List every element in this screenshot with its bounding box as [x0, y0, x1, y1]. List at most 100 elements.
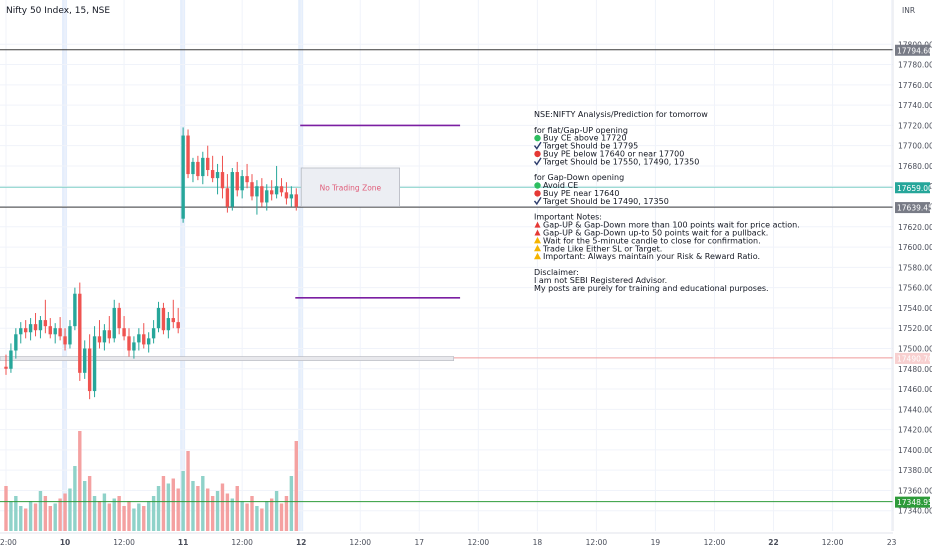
- candle-body-53: [265, 190, 269, 203]
- candle-body-41: [206, 157, 210, 171]
- price-tag-bg-4: [895, 496, 930, 508]
- price-tick-0: 17340.00: [898, 507, 932, 516]
- volume-bar-41: [206, 488, 210, 531]
- candle-body-36: [181, 135, 185, 219]
- annotation-line-5: Buy PE below 17640 or near 17700: [543, 150, 684, 159]
- volume-bar-2: [14, 496, 18, 531]
- price-tick-18: 17700.00: [898, 142, 932, 151]
- volume-bar-15: [78, 431, 82, 531]
- volume-bar-21: [107, 503, 112, 531]
- volume-bar-55: [274, 491, 279, 531]
- warning-icon: [534, 252, 541, 260]
- annotation-line-4: Target Should be 17795: [542, 142, 638, 151]
- volume-bar-20: [102, 493, 107, 531]
- volume-bar-28: [142, 506, 146, 531]
- candle-body-28: [142, 334, 146, 345]
- zone-label: No Trading Zone: [320, 183, 382, 192]
- candle-body-42: [210, 170, 215, 179]
- volume-bar-34: [171, 478, 175, 531]
- candle-body-3: [19, 328, 23, 335]
- volume-bar-11: [58, 498, 62, 531]
- volume-bar-52: [260, 508, 264, 531]
- time-tick-0: 12:00: [0, 538, 17, 547]
- annotation-line-10: Buy PE near 17640: [543, 189, 619, 198]
- annotation-line-3: Buy CE above 17720: [543, 134, 627, 143]
- candle-body-1: [9, 350, 13, 369]
- time-tick-11: 19: [651, 538, 661, 547]
- volume-bar-17: [87, 476, 92, 531]
- candle-body-49: [245, 176, 249, 183]
- annotation-line-18: Important: Always maintain your Risk & R…: [543, 252, 760, 261]
- volume-bar-6: [33, 503, 38, 531]
- red-triangle-icon: [534, 221, 541, 228]
- volume-bar-50: [250, 496, 254, 531]
- candle-body-38: [191, 161, 195, 175]
- no-trading-zone: No Trading Zone: [300, 167, 401, 207]
- candle-body-7: [38, 320, 43, 331]
- volume-bar-39: [196, 486, 200, 531]
- volume-bar-3: [19, 506, 23, 531]
- annotation-line-15: Gap-UP & Gap-Down up-to 50 points wait f…: [543, 229, 768, 238]
- candle-body-40: [201, 157, 205, 177]
- time-tick-10: 12:00: [586, 538, 608, 547]
- candle-body-4: [23, 328, 28, 333]
- candle-body-5: [28, 324, 33, 333]
- volume-bar-37: [186, 451, 190, 531]
- volume-bar-7: [38, 491, 43, 531]
- time-tick-3: 11: [178, 538, 188, 547]
- annotation-line-8: for Gap-Down opening: [534, 173, 624, 182]
- volume-bar-12: [63, 493, 67, 531]
- price-tick-12: 17580.00: [898, 263, 932, 272]
- candles: [4, 127, 298, 400]
- volume-bar-10: [53, 503, 57, 531]
- annotation-line-11: Target Should be 17490, 17350: [542, 197, 669, 206]
- grid: [0, 0, 893, 531]
- price-tag-bg-1: [895, 182, 930, 194]
- annotation-line-14: Gap-UP & Gap-Down more than 100 points w…: [543, 221, 800, 230]
- currency-label[interactable]: INR: [902, 6, 915, 15]
- volume-bar-13: [68, 488, 72, 531]
- horizontal-lines: [0, 49, 893, 503]
- check-icon: [533, 157, 542, 166]
- time-tick-14: 12:00: [822, 538, 844, 547]
- price-tag-bg-0: [895, 44, 930, 56]
- candle-body-35: [176, 322, 180, 329]
- volume-bar-45: [225, 493, 230, 531]
- volume-bar-59: [294, 441, 298, 531]
- price-tag-bg-2: [895, 202, 930, 214]
- volume-bar-8: [43, 496, 48, 531]
- support-band: [0, 356, 455, 361]
- price-tick-4: 17420.00: [898, 426, 932, 435]
- candle-body-31: [156, 307, 161, 329]
- volume-bar-42: [210, 496, 215, 531]
- green-circle-icon: [534, 182, 541, 189]
- volume-bar-56: [279, 503, 284, 531]
- price-tag-3: 17490.70: [897, 354, 932, 363]
- green-circle-icon: [534, 134, 541, 142]
- candle-body-22: [112, 307, 116, 339]
- annotation-line-2: for flat/Gap-UP opening: [534, 126, 628, 135]
- volume-bar-0: [4, 486, 8, 531]
- candle-body-48: [240, 176, 244, 191]
- candle-body-37: [186, 135, 190, 175]
- annotation-line-22: My posts are purely for training and edu…: [534, 284, 769, 293]
- candle-body-23: [117, 307, 121, 329]
- volume-bar-54: [269, 498, 274, 531]
- candle-body-54: [269, 190, 274, 195]
- annotation-line-20: Disclaimer:: [534, 268, 579, 277]
- candle-body-8: [43, 320, 48, 327]
- time-tick-8: 12:00: [468, 538, 490, 547]
- volume-bar-5: [28, 501, 33, 531]
- warning-icon: [534, 236, 541, 244]
- candle-body-33: [166, 318, 171, 331]
- candle-body-55: [274, 186, 279, 195]
- volume-bar-22: [112, 498, 116, 531]
- volume-bar-16: [83, 481, 87, 531]
- candle-body-57: [284, 192, 289, 199]
- volume-bar-57: [284, 496, 289, 531]
- candle-body-15: [78, 293, 82, 373]
- price-tick-20: 17740.00: [898, 101, 932, 110]
- candle-body-12: [63, 336, 67, 345]
